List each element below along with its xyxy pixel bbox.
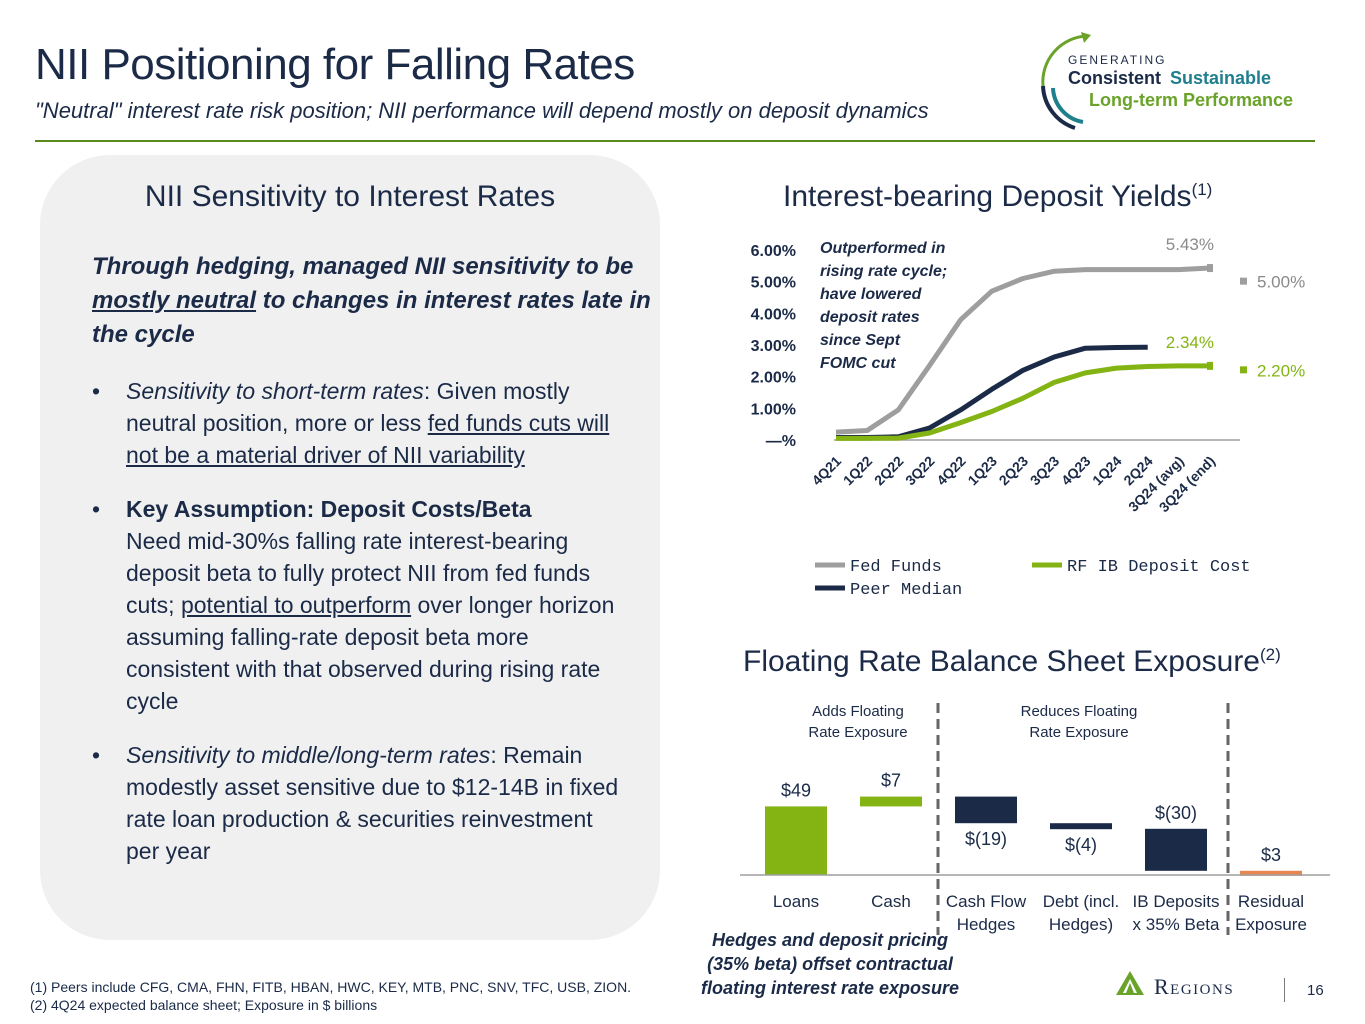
y-tick-label: 2.00% xyxy=(751,370,796,387)
category-label: Exposure xyxy=(1235,915,1307,934)
category-label: Cash Flow xyxy=(946,892,1027,911)
group-label-reduces: Reduces Floating xyxy=(1021,703,1138,720)
bar-value-label: $(19) xyxy=(965,829,1007,849)
series-line-rf-ib-deposit-cost xyxy=(836,363,1210,441)
category-label: Hedges) xyxy=(1049,915,1113,934)
category-label: Debt (incl. xyxy=(1043,892,1120,911)
x-tick-label: 2Q23 xyxy=(996,453,1032,489)
x-tick-label: 1Q23 xyxy=(964,453,1000,489)
x-tick-label: 4Q21 xyxy=(809,453,845,489)
legend-label: Peer Median xyxy=(850,581,962,600)
category-label: IB Deposits xyxy=(1133,892,1220,911)
chart-annotation-line: Outperformed in xyxy=(820,240,946,257)
category-label: x 35% Beta xyxy=(1133,915,1220,934)
y-tick-label: 1.00% xyxy=(751,401,796,418)
page-subtitle: "Neutral" interest rate risk position; N… xyxy=(35,98,929,123)
page-separator xyxy=(1284,978,1285,1002)
brand-badge: GENERATING Consistent Sustainable Long-t… xyxy=(1035,22,1325,140)
x-tick-label: 2Q22 xyxy=(871,453,907,489)
bar-value-label: $3 xyxy=(1261,845,1281,865)
group-label-adds: Rate Exposure xyxy=(808,724,907,741)
y-tick-label: 5.00% xyxy=(751,275,796,292)
category-label: Hedges xyxy=(957,915,1016,934)
rf-forward-label: 2.20% xyxy=(1257,361,1305,380)
forward-marker xyxy=(1240,277,1247,285)
y-tick-label: —% xyxy=(766,433,796,450)
x-tick-label: 4Q22 xyxy=(933,453,969,489)
bar xyxy=(1050,823,1112,830)
fed-end-label: 5.43% xyxy=(1166,235,1214,254)
group-label-adds: Adds Floating xyxy=(812,703,904,720)
badge-consistent: Consistent xyxy=(1068,68,1162,88)
y-tick-label: 4.00% xyxy=(751,306,796,323)
hedges-note: Hedges and deposit pricing (35% beta) off… xyxy=(700,930,960,998)
bullet-short-term-rates: • Sensitivity to short-term rates: Given… xyxy=(92,378,610,468)
regions-leaf-icon xyxy=(1116,971,1144,995)
bar xyxy=(955,796,1017,824)
group-label-reduces: Rate Exposure xyxy=(1029,724,1128,741)
category-label: Cash xyxy=(871,892,911,911)
bar xyxy=(860,796,922,807)
x-tick-label: 1Q24 xyxy=(1089,453,1125,489)
page-number: 16 xyxy=(1307,982,1324,999)
chart-annotation-line: FOMC cut xyxy=(820,355,896,372)
x-tick-label: 1Q22 xyxy=(840,453,876,489)
header-divider xyxy=(35,140,1315,142)
deposit-chart-title: Interest-bearing Deposit Yields(1) xyxy=(783,180,1213,213)
fed-forward-label: 5.00% xyxy=(1257,273,1305,292)
bar-value-label: $(4) xyxy=(1065,835,1097,855)
bar-value-label: $7 xyxy=(881,771,901,791)
regions-logo: Regions xyxy=(1116,971,1234,999)
bar-value-label: $49 xyxy=(781,780,811,800)
forward-marker xyxy=(1240,366,1247,374)
y-tick-label: 3.00% xyxy=(751,338,796,355)
rf-end-label: 2.34% xyxy=(1166,333,1214,352)
series-end-marker xyxy=(1207,361,1213,370)
category-label: Residual xyxy=(1238,892,1304,911)
x-tick-label: 4Q23 xyxy=(1058,453,1094,489)
badge-sustainable: Sustainable xyxy=(1170,68,1272,88)
panel-heading: NII Sensitivity to Interest Rates xyxy=(144,180,556,213)
bullet-deposit-beta: • Key Assumption: Deposit Costs/Beta Need… xyxy=(92,496,615,714)
category-label: Loans xyxy=(773,892,819,911)
y-tick-label: 6.00% xyxy=(751,243,796,260)
chart-annotation-line: since Sept xyxy=(820,332,901,349)
circular-arrow-icon xyxy=(1041,32,1091,130)
badge-generating: GENERATING xyxy=(1068,53,1167,67)
bullet-long-term-rates: • Sensitivity to middle/long-term rates:… xyxy=(92,742,619,864)
x-tick-label: 3Q22 xyxy=(902,453,938,489)
regions-wordmark: Regions xyxy=(1154,974,1234,999)
legend-label: RF IB Deposit Cost xyxy=(1067,558,1251,577)
series-line-fed-funds xyxy=(835,265,1211,435)
chart-annotation-line: deposit rates xyxy=(820,309,920,326)
footnotes: (1) Peers include CFG, CMA, FHN, FITB, H… xyxy=(30,978,631,1014)
footnote-2: (2) 4Q24 expected balance sheet; Exposur… xyxy=(30,997,378,1013)
badge-long-term: Long-term Performance xyxy=(1089,90,1294,110)
series-end-marker xyxy=(1207,264,1213,273)
nii-sensitivity-panel xyxy=(40,155,660,940)
exposure-waterfall-chart: $49 Loans $7 Cash $(19) Cash Flow Hedges $(4) De… xyxy=(740,703,1330,935)
bar-value-label: $(30) xyxy=(1155,803,1197,823)
chart-annotation-line: have lowered xyxy=(820,286,923,303)
deposit-yields-chart: —% 1.00% 2.00% 3.00% 4.00% 5.00% 6.00% 4Q211Q22… xyxy=(751,235,1306,600)
footnote-1: (1) Peers include CFG, CMA, FHN, FITB, H… xyxy=(30,979,632,995)
bar xyxy=(765,806,827,875)
page-title: NII Positioning for Falling Rates xyxy=(35,40,635,89)
bar xyxy=(1145,828,1207,871)
chart-annotation-line: rising rate cycle; xyxy=(820,263,947,280)
legend-label: Fed Funds xyxy=(850,558,942,577)
x-tick-label: 3Q23 xyxy=(1027,453,1063,489)
lead-statement: Through hedging, managed NII sensitivity… xyxy=(92,253,651,348)
exposure-chart-title: Floating Rate Balance Sheet Exposure(2) xyxy=(743,645,1281,678)
bar xyxy=(1240,870,1302,876)
